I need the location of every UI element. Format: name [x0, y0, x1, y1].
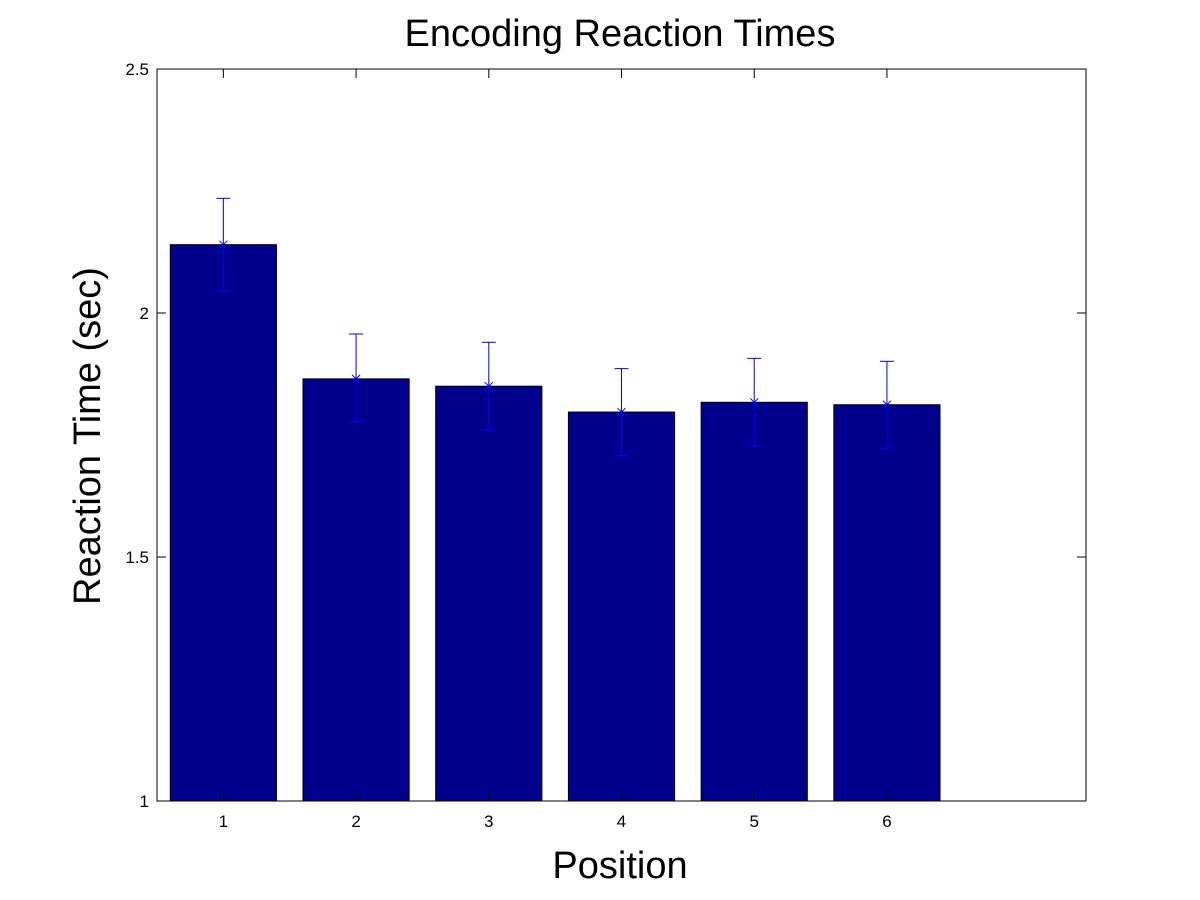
plot-area: 1 2 3 4 5 6 1 1.5 2 2.5	[125, 60, 1087, 831]
bar-5	[700, 401, 808, 802]
bar-6	[833, 404, 941, 802]
mean-marker-4	[617, 407, 626, 417]
y-tick-label-1.5: 1.5	[125, 548, 149, 567]
mean-marker-2	[351, 374, 361, 384]
x-tick-label-6: 6	[882, 812, 891, 831]
x-tick-label-1: 1	[219, 812, 228, 831]
x-tick-label-4: 4	[617, 812, 626, 831]
bar-1	[169, 244, 277, 802]
mean-marker-6	[882, 400, 892, 410]
x-tick-label-2: 2	[351, 812, 360, 831]
y-tick-label-2: 2	[140, 304, 149, 323]
x-tick-label-5: 5	[749, 812, 758, 831]
y-tick-label-2.5: 2.5	[125, 60, 149, 79]
x-tick-label-3: 3	[484, 812, 493, 831]
bar-2	[302, 378, 410, 802]
bar-4	[567, 411, 676, 802]
chart-title: Encoding Reaction Times	[405, 13, 836, 55]
mean-marker-5	[749, 397, 759, 407]
y-tick-label-1: 1	[140, 792, 149, 811]
mean-marker-3	[484, 381, 494, 391]
bar-3	[435, 385, 543, 802]
x-axis-label: Position	[552, 845, 687, 887]
mean-marker-1	[219, 240, 228, 250]
y-axis-label: Reaction Time (sec)	[67, 267, 109, 605]
